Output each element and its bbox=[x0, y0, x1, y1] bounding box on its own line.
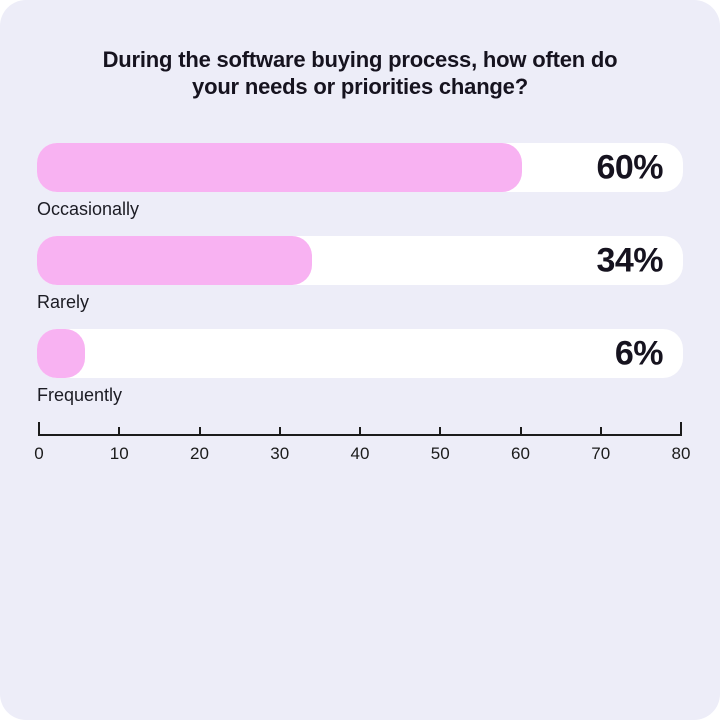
axis-tick bbox=[359, 427, 361, 436]
bar-row-occasionally: 60% Occasionally bbox=[37, 143, 683, 220]
axis-tick-label: 60 bbox=[511, 444, 530, 463]
bar-fill bbox=[37, 329, 86, 378]
axis-tick-label: 70 bbox=[591, 444, 611, 463]
axis-tick-label: 80 bbox=[671, 444, 691, 463]
x-axis-tick-labels: 0 10 20 30 40 50 60 70 80 bbox=[34, 444, 690, 464]
bar-value-label: 34% bbox=[596, 241, 663, 279]
bar-category-label: Frequently bbox=[37, 385, 123, 405]
x-axis: 0 10 20 30 40 50 60 70 80 bbox=[0, 422, 720, 464]
axis-tick bbox=[439, 427, 442, 436]
bar-fill bbox=[37, 236, 312, 285]
axis-tick bbox=[118, 427, 121, 436]
bar-category-label: Rarely bbox=[37, 292, 90, 312]
bar-category-label: Occasionally bbox=[37, 199, 140, 219]
axis-tick-label: 0 bbox=[34, 444, 44, 463]
bar-row-frequently: 6% Frequently bbox=[37, 329, 683, 406]
chart-title: During the software buying process, how … bbox=[102, 47, 618, 99]
axis-tick-label: 50 bbox=[430, 444, 450, 463]
axis-tick bbox=[38, 422, 40, 436]
bar-fill bbox=[37, 143, 522, 192]
x-axis-line-and-ticks bbox=[38, 422, 682, 436]
bar-value-label: 60% bbox=[596, 148, 663, 186]
bar-track: 6% bbox=[37, 329, 683, 378]
axis-tick bbox=[198, 427, 201, 436]
axis-tick-label: 30 bbox=[270, 444, 290, 463]
bar-track: 34% bbox=[37, 236, 683, 285]
axis-tick bbox=[599, 427, 602, 436]
bar-rows: 60% Occasionally 34% Rarely 6% Frequentl… bbox=[0, 143, 720, 406]
axis-tick-label: 40 bbox=[350, 444, 370, 463]
bar-value-label: 6% bbox=[614, 334, 664, 372]
axis-tick-label: 20 bbox=[190, 444, 209, 463]
bar-row-rarely: 34% Rarely bbox=[37, 236, 683, 313]
axis-tick bbox=[680, 422, 682, 436]
axis-tick bbox=[519, 427, 522, 436]
axis-tick-label: 10 bbox=[109, 444, 129, 463]
bar-track: 60% bbox=[37, 143, 683, 192]
axis-tick bbox=[278, 427, 281, 436]
